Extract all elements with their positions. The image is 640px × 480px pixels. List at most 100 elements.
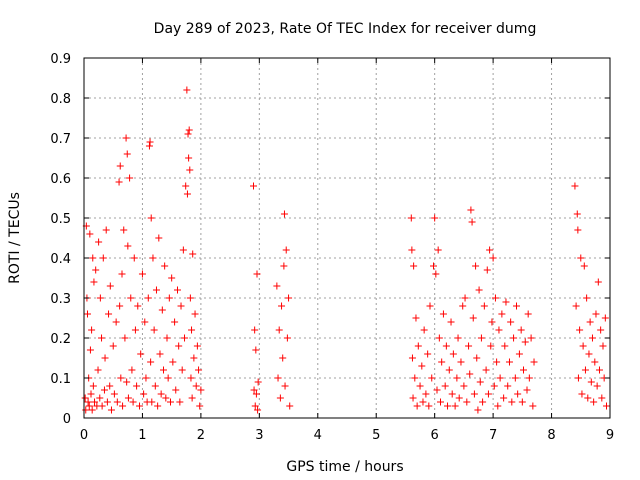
data-point [171,318,179,326]
data-point [129,398,137,406]
data-point [442,342,450,350]
data-point [517,326,525,334]
y-tick-label: 0 [63,412,71,427]
data-point [507,318,515,326]
data-point [281,382,289,390]
data-point [414,342,422,350]
data-point [515,350,523,358]
data-point [100,386,108,394]
data-point [444,402,452,410]
data-point [181,334,189,342]
data-point [166,398,174,406]
data-point [595,366,603,374]
data-point [422,390,430,398]
data-point [106,282,114,290]
data-point [453,374,461,382]
data-point [584,394,592,402]
data-point [155,234,163,242]
data-point [163,334,171,342]
data-point [474,406,482,414]
data-point [84,310,92,318]
data-point [130,254,138,262]
data-point [169,358,177,366]
data-point [468,218,476,226]
x-tick-label: 8 [547,428,555,443]
data-point [283,334,291,342]
data-point [109,342,117,350]
x-tick-label: 0 [80,428,88,443]
data-point [251,402,259,410]
data-point [182,182,190,190]
data-point [118,270,126,278]
data-point [599,342,607,350]
data-point [530,358,538,366]
data-point [510,334,518,342]
data-point [122,134,130,142]
data-point [193,342,201,350]
data-point [455,394,463,402]
data-point [252,346,260,354]
data-point [508,398,516,406]
data-point [457,358,465,366]
data-point [117,374,125,382]
data-point [102,226,110,234]
data-point [250,386,258,394]
data-point [115,178,123,186]
y-tick-label: 0.9 [50,52,71,67]
data-point [525,374,533,382]
data-point [162,394,170,402]
data-point [521,338,529,346]
data-point [494,402,502,410]
data-point [159,366,167,374]
x-tick-label: 4 [314,428,322,443]
data-point [463,398,471,406]
data-point [276,394,284,402]
x-tick-label: 1 [138,428,146,443]
data-point [498,310,506,318]
data-point [408,246,416,254]
data-point [454,334,462,342]
data-point [473,354,481,362]
data-point [98,334,106,342]
data-point [157,390,165,398]
data-point [470,390,478,398]
data-point [282,246,290,254]
data-point [138,270,146,278]
data-point [461,294,469,302]
data-point [98,402,106,410]
data-point [92,266,100,274]
data-point [99,254,107,262]
data-point [524,310,532,318]
data-point [419,398,427,406]
data-point [112,318,120,326]
data-point [126,174,134,182]
data-point [432,270,440,278]
data-point [580,262,588,270]
data-point [95,238,103,246]
data-point [168,274,176,282]
data-point [410,262,418,270]
y-tick-label: 0.5 [50,212,71,227]
data-point [590,398,598,406]
data-point [85,402,93,410]
data-point [128,366,136,374]
data-point [511,374,519,382]
data-point [279,354,287,362]
data-point [120,226,128,234]
data-point [574,374,582,382]
data-point [249,182,257,190]
data-point [124,242,132,250]
data-point [86,230,94,238]
data-point [116,302,124,310]
data-point [433,386,441,394]
data-point [149,254,157,262]
data-point [514,390,522,398]
data-point [187,374,195,382]
data-point [127,294,135,302]
x-tick-label: 6 [431,428,439,443]
data-point [418,362,426,370]
data-point [136,402,144,410]
data-point [150,326,158,334]
data-point [411,374,419,382]
data-point [585,350,593,358]
